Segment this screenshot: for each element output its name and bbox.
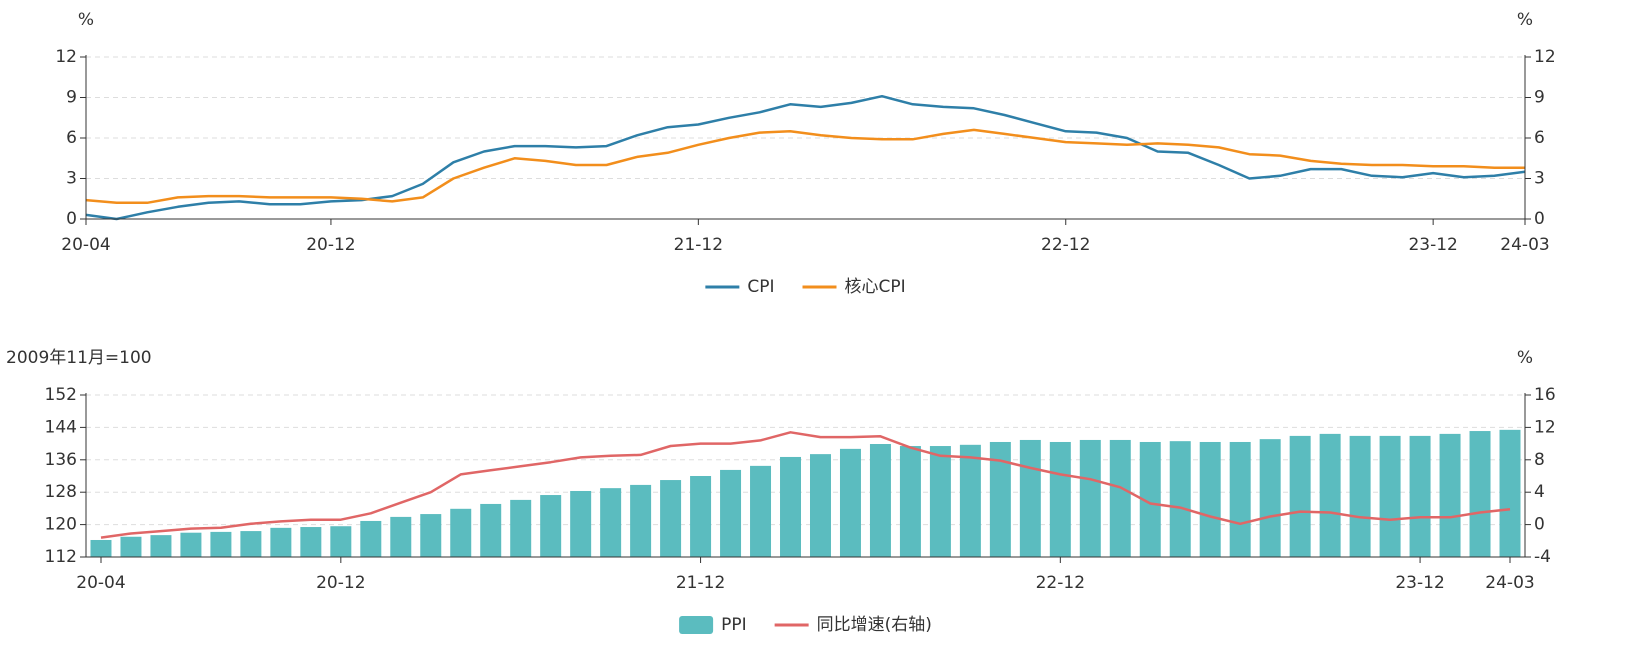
y-tick-label: 0 [66, 209, 77, 229]
bar [300, 527, 322, 557]
y-tick-label: 112 [45, 547, 77, 567]
bar [150, 535, 172, 557]
bar [1139, 441, 1161, 557]
y-tick-label: 144 [45, 417, 77, 437]
y2-tick-label: 12 [1534, 417, 1556, 437]
x-tick-label: 24-03 [1500, 235, 1549, 255]
x-tick-label: 20-04 [76, 573, 125, 593]
bar [750, 465, 772, 557]
y2-tick-label: 0 [1534, 515, 1545, 535]
y2-tick-label: 3 [1534, 169, 1545, 189]
bar [780, 456, 802, 557]
bar [240, 531, 262, 557]
y-tick-label: 152 [45, 385, 77, 405]
bar [1199, 441, 1221, 557]
bar [630, 484, 652, 557]
series-line [85, 128, 1525, 205]
x-tick-label: 21-12 [676, 573, 725, 593]
bar [390, 516, 412, 557]
bar [1289, 435, 1311, 557]
bar [1229, 441, 1251, 557]
y2-tick-label: 8 [1534, 450, 1545, 470]
bar [1409, 435, 1431, 557]
y2-unit: % [1517, 348, 1533, 368]
x-tick-label: 24-03 [1485, 573, 1534, 593]
series-line [85, 94, 1526, 221]
bar [600, 488, 622, 557]
y-tick-label: 3 [66, 169, 77, 189]
bar [1259, 439, 1281, 557]
bar [330, 526, 352, 557]
bar [360, 520, 382, 557]
legend-label: 同比增速(右轴) [817, 615, 932, 635]
bar [989, 441, 1011, 557]
bar [570, 490, 592, 557]
y2-tick-label: 16 [1534, 385, 1556, 405]
legend-swatch [679, 616, 714, 634]
y2-tick-label: 4 [1534, 482, 1545, 502]
bar [1349, 435, 1371, 557]
bar [1079, 439, 1101, 557]
bar [809, 454, 831, 557]
bar [899, 446, 921, 557]
bar [720, 469, 742, 557]
bar [1379, 435, 1401, 557]
y-tick-label: 128 [45, 482, 77, 502]
y-unit: % [78, 10, 94, 30]
bar [540, 495, 562, 557]
y2-tick-label: -4 [1534, 547, 1551, 567]
legend-label: CPI [747, 277, 774, 297]
y-tick-label: 12 [55, 47, 77, 67]
bar [510, 499, 532, 557]
x-tick-label: 20-12 [306, 235, 355, 255]
y2-tick-label: 6 [1534, 128, 1545, 148]
bar [1109, 439, 1131, 557]
y2-tick-label: 0 [1534, 209, 1545, 229]
x-tick-label: 20-12 [316, 573, 365, 593]
bar [1319, 433, 1341, 557]
bar [480, 503, 502, 557]
y-tick-label: 6 [66, 128, 77, 148]
series-line [100, 431, 1511, 539]
x-tick-label: 21-12 [674, 235, 723, 255]
y-tick-label: 136 [45, 450, 77, 470]
y-tick-label: 120 [45, 515, 77, 535]
y2-tick-label: 9 [1534, 88, 1545, 108]
bar [1499, 429, 1521, 557]
bar [959, 444, 981, 557]
bar [90, 539, 112, 557]
bar [660, 480, 682, 557]
bar [929, 446, 951, 557]
bar [1049, 441, 1071, 557]
bar [210, 531, 232, 557]
bar [120, 536, 142, 557]
legend-label: PPI [721, 615, 747, 635]
bar [450, 508, 472, 557]
x-tick-label: 23-12 [1408, 235, 1457, 255]
y2-unit: % [1517, 10, 1533, 30]
bar [270, 527, 292, 557]
bar [1469, 431, 1491, 557]
x-tick-label: 23-12 [1395, 573, 1444, 593]
bar [869, 444, 891, 557]
bar [1019, 439, 1041, 557]
y-unit: 2009年11月=100 [6, 348, 152, 368]
bar [690, 476, 712, 557]
y2-tick-label: 12 [1534, 47, 1556, 67]
bar [1169, 441, 1191, 557]
x-tick-label: 20-04 [61, 235, 110, 255]
legend-label: 核心CPI [845, 277, 906, 297]
y-tick-label: 9 [66, 88, 77, 108]
bar [839, 448, 861, 557]
x-tick-label: 22-12 [1036, 573, 1085, 593]
bar [420, 514, 442, 557]
bar [180, 532, 202, 557]
x-tick-label: 22-12 [1041, 235, 1090, 255]
bar [1439, 433, 1461, 557]
